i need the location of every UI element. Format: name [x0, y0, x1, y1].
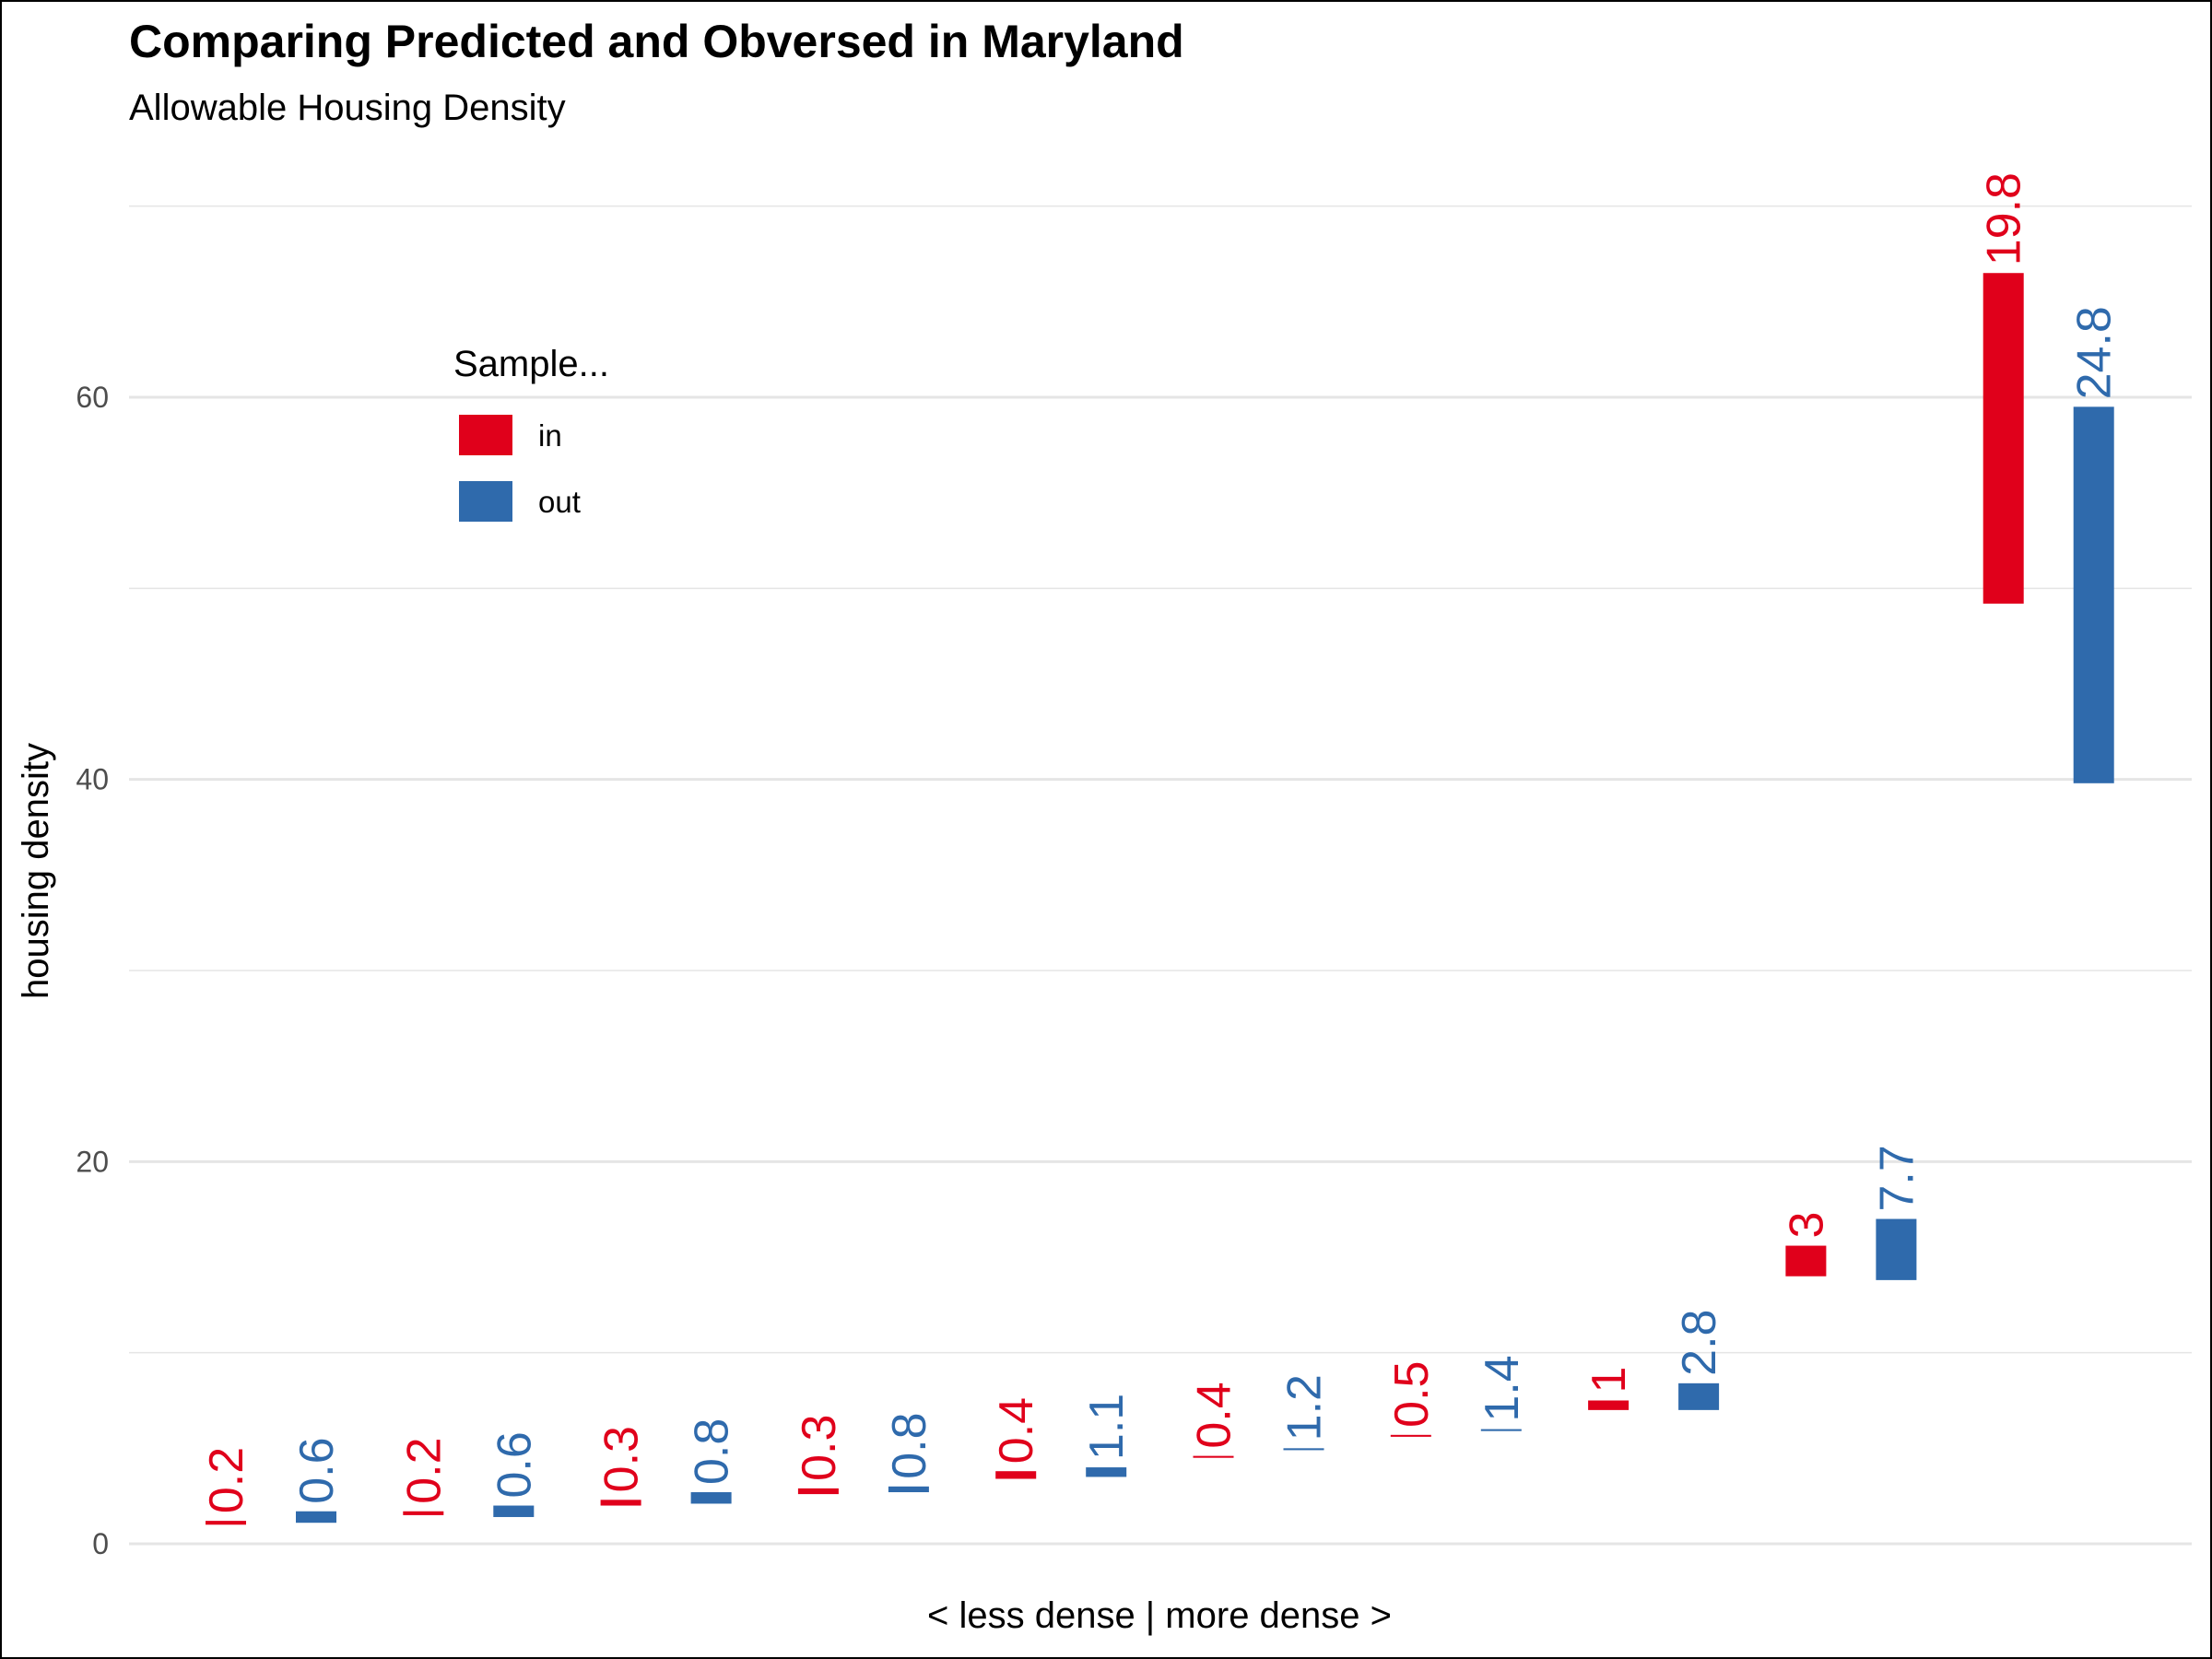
bar-label-out: 0.6 — [488, 1431, 541, 1498]
bar-out — [1678, 1382, 1720, 1410]
bar-label-in: 19.8 — [1978, 172, 2031, 265]
chart-title: Comparing Predicted and Obversed in Mary… — [129, 16, 1184, 67]
bar-in — [995, 1471, 1037, 1479]
bar-label-in: 0.2 — [397, 1437, 451, 1503]
bar-in — [206, 1521, 246, 1525]
bar-label-out: 2.8 — [1673, 1310, 1726, 1376]
bar-out — [2073, 406, 2114, 783]
bar-label-in: 0.3 — [793, 1415, 846, 1481]
legend-label-in: in — [538, 418, 562, 453]
y-tick-label: 60 — [76, 381, 109, 414]
bar-label-out: 1.4 — [1476, 1355, 1529, 1421]
bars — [206, 273, 2114, 1525]
gridlines — [129, 205, 2192, 1546]
x-axis-title: < less dense | more dense > — [927, 1595, 1392, 1636]
bar-label-out: 1.2 — [1278, 1374, 1332, 1441]
bar-label-out: 24.8 — [2068, 306, 2122, 399]
bar-label-in: 0.4 — [990, 1397, 1043, 1464]
chart-subtitle: Allowable Housing Density — [129, 88, 566, 128]
bar-in — [797, 1488, 839, 1495]
y-tick-label: 40 — [76, 763, 109, 796]
bar-in — [1390, 1434, 1431, 1437]
legend-key-out — [459, 481, 512, 522]
legend-label-out: out — [538, 485, 581, 519]
bar-label-out: 0.8 — [686, 1418, 739, 1485]
bar-label-in: 0.2 — [200, 1447, 253, 1513]
y-tick-label: 0 — [92, 1527, 109, 1560]
bar-out — [1876, 1218, 1917, 1280]
bar-label-in: 0.5 — [1385, 1361, 1439, 1428]
bar-in — [600, 1500, 641, 1506]
bar-label-out: 0.8 — [883, 1413, 936, 1479]
bar-label-in: 3 — [1780, 1212, 1833, 1239]
bar-label-out: 7.7 — [1870, 1145, 1924, 1211]
bar-in — [1193, 1455, 1234, 1458]
bar-labels: 0.2 0.2 0.3 0.3 0.4 0.4 0.5 1 3 19.8 0.6 0.6 0.8 0.8 1… — [200, 172, 2122, 1513]
legend: Sample... in out — [453, 344, 609, 522]
bar-out — [888, 1486, 929, 1493]
bar-label-out: 0.6 — [290, 1437, 344, 1503]
bar-label-out: 1.1 — [1080, 1394, 1134, 1460]
bar-out — [296, 1511, 336, 1524]
bar-label-in: 1 — [1583, 1367, 1636, 1394]
y-axis-title: housing density — [16, 743, 56, 999]
bar-out — [690, 1492, 732, 1504]
bar-label-in: 0.4 — [1188, 1382, 1241, 1448]
y-tick-label: 20 — [76, 1145, 109, 1178]
bar-out — [1480, 1429, 1522, 1431]
bar-in — [1588, 1400, 1630, 1410]
bar-out — [1086, 1467, 1127, 1477]
legend-key-in — [459, 415, 512, 455]
bar-in — [1785, 1245, 1827, 1277]
bar-out — [493, 1505, 535, 1517]
y-axis-ticks: 0 20 40 60 — [76, 381, 109, 1560]
bar-in — [403, 1511, 444, 1515]
bar-out — [1283, 1448, 1324, 1451]
bar-in — [1983, 273, 2024, 604]
legend-title: Sample... — [453, 344, 609, 384]
bar-label-in: 0.3 — [595, 1426, 649, 1492]
